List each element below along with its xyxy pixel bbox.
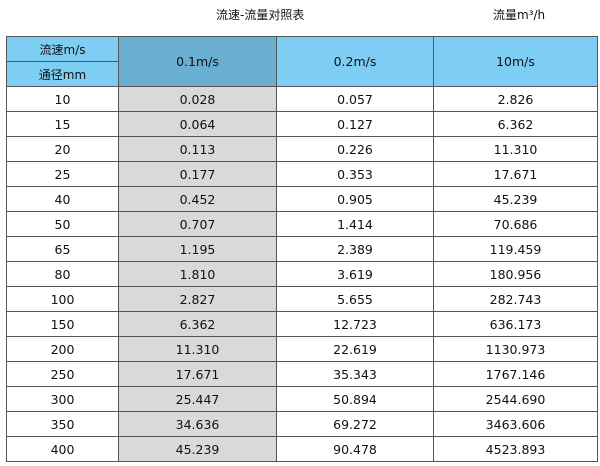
- flow-0.1-cell: 17.671: [118, 361, 277, 387]
- table-row: 100 2.827 5.655 282.743: [6, 286, 598, 312]
- flow-0.2-cell: 3.619: [276, 261, 434, 287]
- flow-10-cell: 2.826: [433, 86, 598, 112]
- flow-0.1-cell: 11.310: [118, 336, 277, 362]
- table-row: 300 25.447 50.894 2544.690: [6, 386, 598, 412]
- flow-0.2-cell: 22.619: [276, 336, 434, 362]
- diameter-cell: 200: [6, 336, 119, 362]
- flow-10-cell: 6.362: [433, 111, 598, 137]
- diameter-cell: 65: [6, 236, 119, 262]
- flow-0.1-cell: 0.028: [118, 86, 277, 112]
- table-row: 400 45.239 90.478 4523.893: [6, 436, 598, 462]
- diameter-cell: 50: [6, 211, 119, 237]
- diameter-cell: 15: [6, 111, 119, 137]
- flow-0.1-cell: 45.239: [118, 436, 277, 462]
- flow-0.1-cell: 1.195: [118, 236, 277, 262]
- table-row: 350 34.636 69.272 3463.606: [6, 411, 598, 437]
- flow-0.2-cell: 90.478: [276, 436, 434, 462]
- diameter-cell: 25: [6, 161, 119, 187]
- flow-0.2-cell: 0.127: [276, 111, 434, 137]
- diameter-cell: 400: [6, 436, 119, 462]
- diameter-cell: 40: [6, 186, 119, 212]
- column-header-10: 10m/s: [433, 36, 598, 87]
- flow-0.2-cell: 69.272: [276, 411, 434, 437]
- flow-10-cell: 11.310: [433, 136, 598, 162]
- table-row: 50 0.707 1.414 70.686: [6, 211, 598, 237]
- flow-10-cell: 2544.690: [433, 386, 598, 412]
- flow-10-cell: 3463.606: [433, 411, 598, 437]
- flow-0.1-cell: 34.636: [118, 411, 277, 437]
- flow-10-cell: 282.743: [433, 286, 598, 312]
- flow-0.1-cell: 0.707: [118, 211, 277, 237]
- flow-0.1-cell: 0.113: [118, 136, 277, 162]
- diameter-cell: 100: [6, 286, 119, 312]
- velocity-header: 流速m/s: [6, 36, 119, 62]
- flow-10-cell: 119.459: [433, 236, 598, 262]
- flow-0.2-cell: 2.389: [276, 236, 434, 262]
- flow-0.2-cell: 5.655: [276, 286, 434, 312]
- flow-10-cell: 180.956: [433, 261, 598, 287]
- diameter-cell: 150: [6, 311, 119, 337]
- table-row: 10 0.028 0.057 2.826: [6, 86, 598, 112]
- flow-10-cell: 17.671: [433, 161, 598, 187]
- diameter-cell: 20: [6, 136, 119, 162]
- table-row: 20 0.113 0.226 11.310: [6, 136, 598, 162]
- flow-0.1-cell: 6.362: [118, 311, 277, 337]
- flow-0.1-cell: 1.810: [118, 261, 277, 287]
- flow-0.2-cell: 1.414: [276, 211, 434, 237]
- table-row: 40 0.452 0.905 45.239: [6, 186, 598, 212]
- flow-0.2-cell: 0.057: [276, 86, 434, 112]
- flow-0.2-cell: 50.894: [276, 386, 434, 412]
- diameter-cell: 350: [6, 411, 119, 437]
- table-row: 80 1.810 3.619 180.956: [6, 261, 598, 287]
- flow-10-cell: 1767.146: [433, 361, 598, 387]
- table-row: 250 17.671 35.343 1767.146: [6, 361, 598, 387]
- flow-0.1-cell: 25.447: [118, 386, 277, 412]
- table-row: 25 0.177 0.353 17.671: [6, 161, 598, 187]
- flow-table: 流速m/s 0.1m/s 0.2m/s 10m/s 通径mm 10 0.028 0.…: [6, 36, 598, 462]
- column-header-0.2: 0.2m/s: [276, 36, 434, 87]
- flow-10-cell: 45.239: [433, 186, 598, 212]
- flow-10-cell: 4523.893: [433, 436, 598, 462]
- diameter-cell: 250: [6, 361, 119, 387]
- flow-0.1-cell: 0.452: [118, 186, 277, 212]
- flow-10-cell: 636.173: [433, 311, 598, 337]
- flow-0.2-cell: 0.905: [276, 186, 434, 212]
- diameter-header: 通径mm: [6, 61, 119, 87]
- table-row: 65 1.195 2.389 119.459: [6, 236, 598, 262]
- diameter-cell: 300: [6, 386, 119, 412]
- flow-10-cell: 70.686: [433, 211, 598, 237]
- flow-0.2-cell: 0.226: [276, 136, 434, 162]
- table-title: 流速-流量对照表: [216, 8, 305, 22]
- flow-0.1-cell: 0.177: [118, 161, 277, 187]
- diameter-cell: 10: [6, 86, 119, 112]
- table-row: 15 0.064 0.127 6.362: [6, 111, 598, 137]
- flow-0.1-cell: 2.827: [118, 286, 277, 312]
- diameter-cell: 80: [6, 261, 119, 287]
- flow-0.2-cell: 0.353: [276, 161, 434, 187]
- table-row: 150 6.362 12.723 636.173: [6, 311, 598, 337]
- flow-0.1-cell: 0.064: [118, 111, 277, 137]
- flow-10-cell: 1130.973: [433, 336, 598, 362]
- table-row: 200 11.310 22.619 1130.973: [6, 336, 598, 362]
- flow-0.2-cell: 12.723: [276, 311, 434, 337]
- flow-0.2-cell: 35.343: [276, 361, 434, 387]
- column-header-0.1: 0.1m/s: [118, 36, 277, 87]
- unit-label: 流量m³/h: [493, 8, 546, 22]
